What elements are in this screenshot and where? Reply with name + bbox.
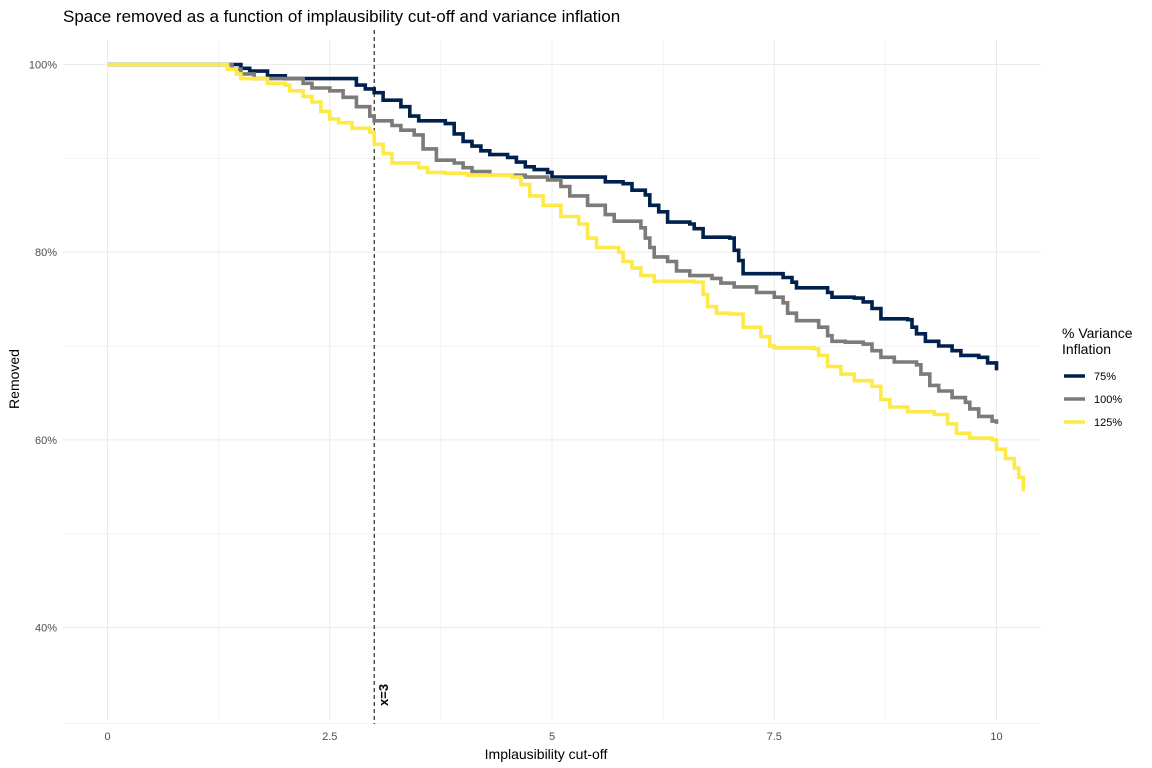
y-axis-title: Removed	[6, 349, 22, 409]
x-axis-ticks: 0 2.5 5 7.5 10	[104, 731, 1002, 743]
vline-label: x=3	[376, 684, 391, 706]
x-tick-label: 5	[549, 731, 555, 743]
legend-title: % Variance	[1062, 325, 1133, 341]
chart-title: Space removed as a function of implausib…	[63, 7, 620, 26]
series-line	[107, 62, 1025, 492]
x-axis-title: Implausibility cut-off	[485, 746, 608, 762]
legend-label: 125%	[1094, 417, 1122, 429]
grid	[63, 40, 1041, 724]
legend-title: Inflation	[1062, 341, 1111, 357]
x-tick-label: 10	[990, 731, 1002, 743]
x-tick-label: 2.5	[322, 731, 337, 743]
y-tick-label: 60%	[35, 435, 57, 447]
y-tick-label: 100%	[29, 60, 57, 72]
series-lines	[107, 62, 1025, 492]
series-line	[107, 62, 999, 424]
y-tick-label: 40%	[35, 623, 57, 635]
reference-line: x=3	[373, 30, 391, 724]
legend-label: 100%	[1094, 394, 1122, 406]
series-line	[107, 62, 999, 371]
y-axis-ticks: 40% 60% 80% 100%	[29, 60, 57, 635]
legend-label: 75%	[1094, 371, 1116, 383]
x-tick-label: 7.5	[767, 731, 782, 743]
x-tick-label: 0	[104, 731, 110, 743]
y-tick-label: 80%	[35, 247, 57, 259]
